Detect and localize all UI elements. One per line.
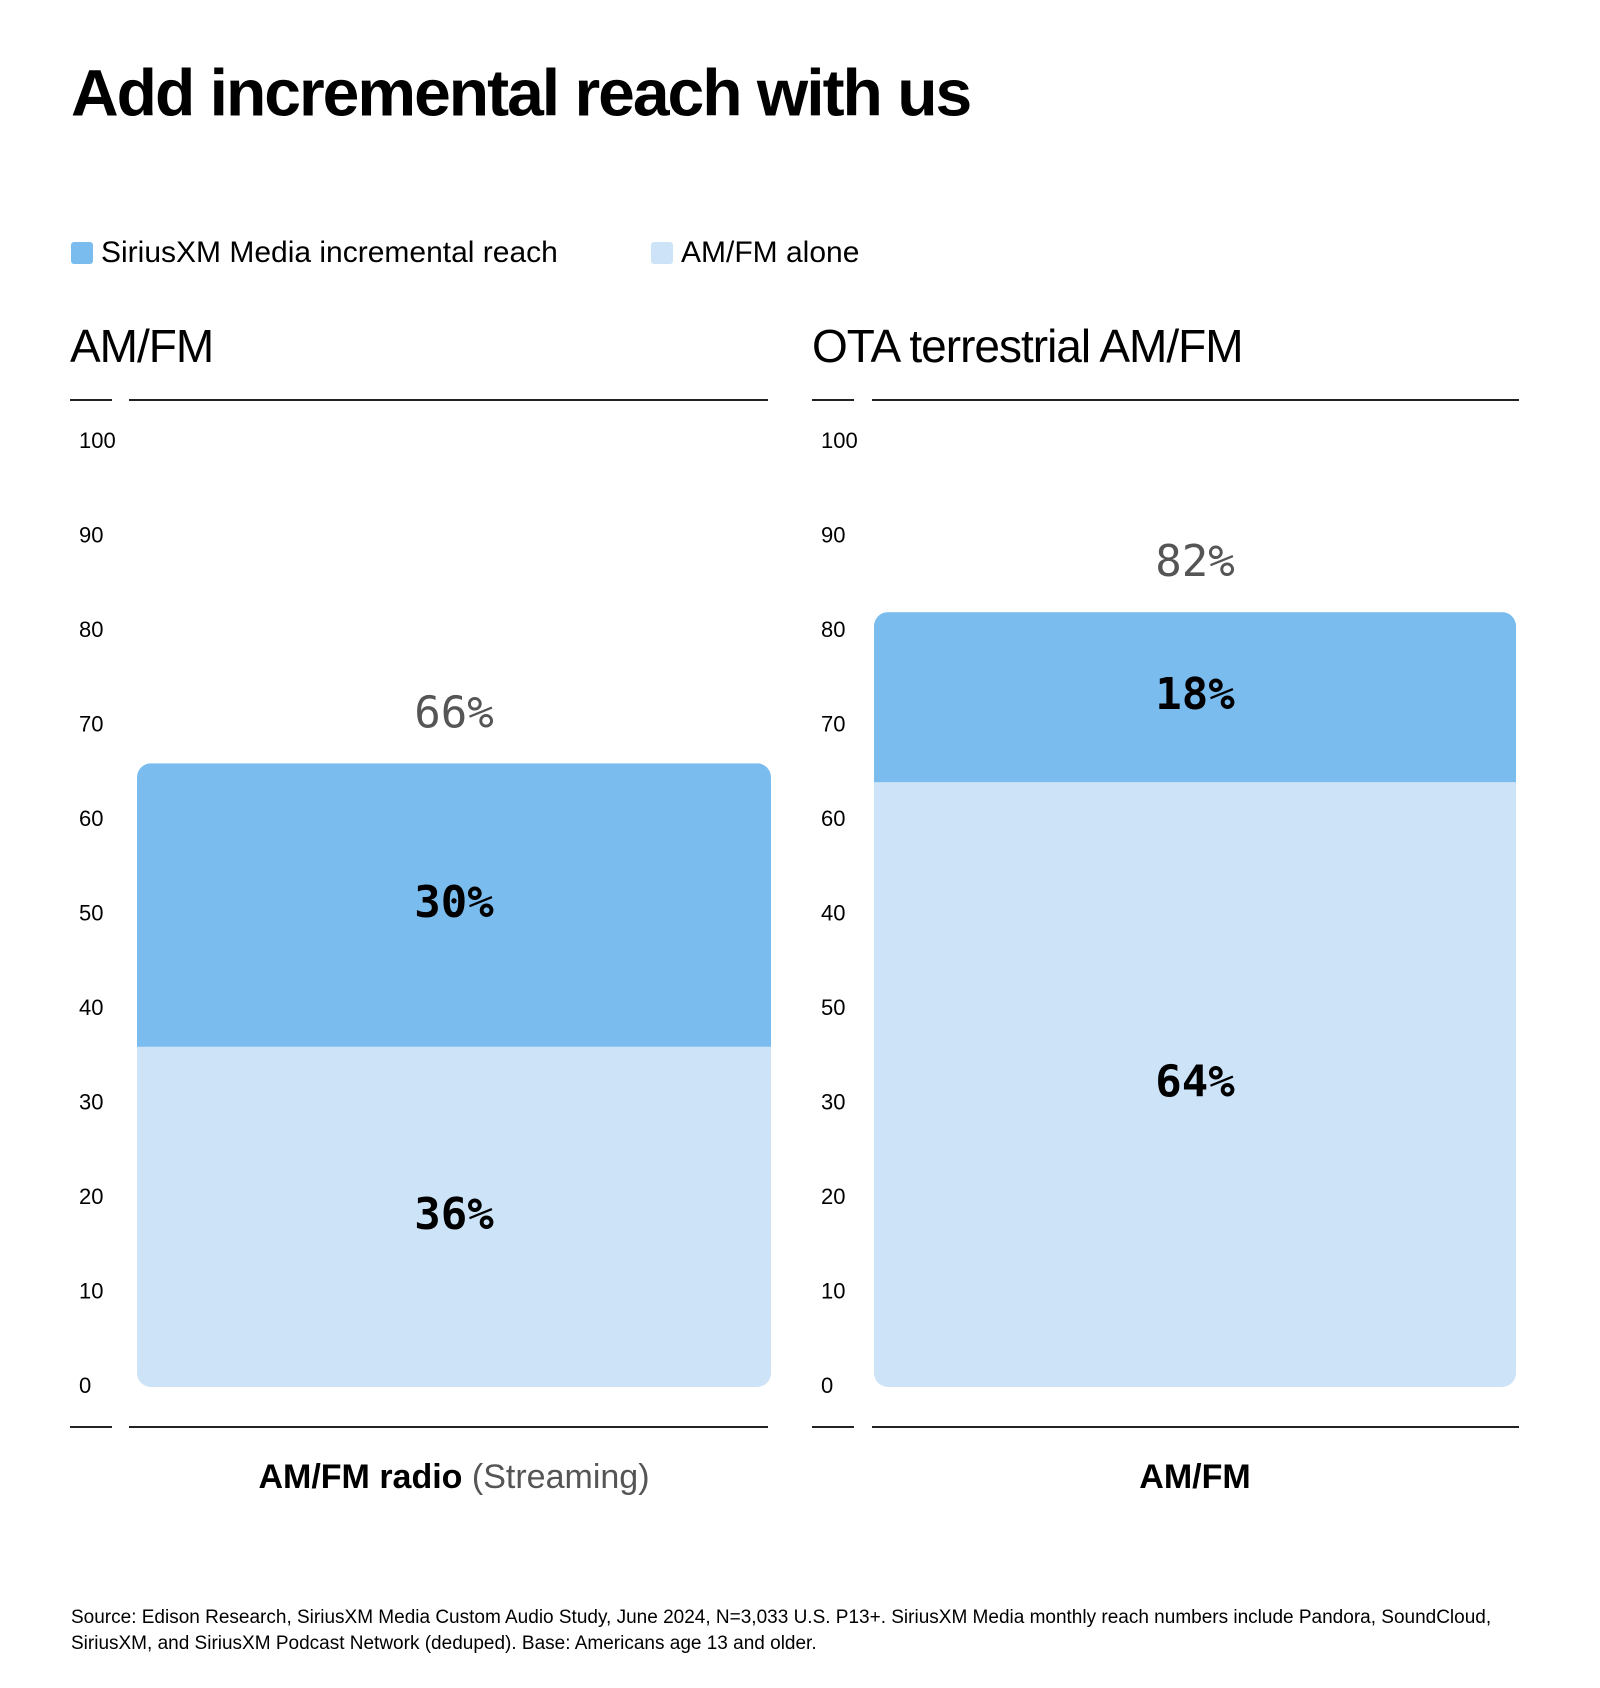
total-label: 82%	[1155, 536, 1234, 587]
y-tick-label: 50	[79, 900, 103, 925]
y-tick-label: 40	[79, 995, 103, 1020]
chart-title: OTA terrestrial AM/FM	[812, 320, 1243, 372]
source-note: SiriusXM, and SiriusXM Podcast Network (…	[71, 1633, 817, 1654]
y-tick-label: 0	[79, 1373, 91, 1398]
category-note: (Streaming)	[472, 1458, 650, 1496]
spacer	[462, 1458, 471, 1496]
y-tick-label: 10	[821, 1278, 845, 1303]
y-tick-label: 30	[821, 1089, 845, 1114]
y-tick-label: 90	[821, 522, 845, 547]
y-tick-label: 100	[821, 428, 858, 453]
page-title: Add incremental reach with us	[71, 55, 970, 129]
y-tick-label: 60	[821, 806, 845, 831]
y-tick-label: 0	[821, 1373, 833, 1398]
source-note: Source: Edison Research, SiriusXM Media …	[71, 1607, 1491, 1628]
y-tick-label: 70	[79, 711, 103, 736]
y-tick-label: 100	[79, 428, 116, 453]
category: AM/FM	[1139, 1458, 1250, 1496]
value-label: 18%	[1155, 669, 1235, 720]
y-tick-label: 20	[79, 1184, 103, 1209]
y-tick-label: 50	[821, 995, 845, 1020]
value-label: 30%	[414, 877, 494, 928]
bar-segment	[137, 1046, 771, 1387]
x-tick-label: AM/FM radio (Streaming)	[258, 1458, 649, 1496]
value-label: 64%	[1155, 1057, 1235, 1108]
legend-label: AM/FM alone	[681, 236, 859, 269]
y-tick-label: 80	[821, 617, 845, 642]
value-label: 36%	[414, 1189, 494, 1240]
legend-label: SiriusXM Media incremental reach	[101, 236, 558, 269]
total-label: 66%	[414, 687, 493, 738]
y-tick-label: 90	[79, 522, 103, 547]
bar-segment	[874, 612, 1516, 783]
legend-swatch	[651, 242, 673, 264]
y-tick-label: 30	[79, 1089, 103, 1114]
legend-swatch	[71, 242, 93, 264]
y-tick-label: 40	[821, 900, 845, 925]
x-tick-label: AM/FM	[1139, 1458, 1250, 1496]
y-tick-label: 20	[821, 1184, 845, 1209]
bar-segment	[874, 782, 1516, 1387]
category: AM/FM radio	[258, 1458, 462, 1496]
bar-segment	[137, 763, 771, 1047]
chart-title: AM/FM	[70, 320, 213, 372]
y-tick-label: 70	[821, 711, 845, 736]
y-tick-label: 60	[79, 806, 103, 831]
y-tick-label: 10	[79, 1278, 103, 1303]
y-tick-label: 80	[79, 617, 103, 642]
